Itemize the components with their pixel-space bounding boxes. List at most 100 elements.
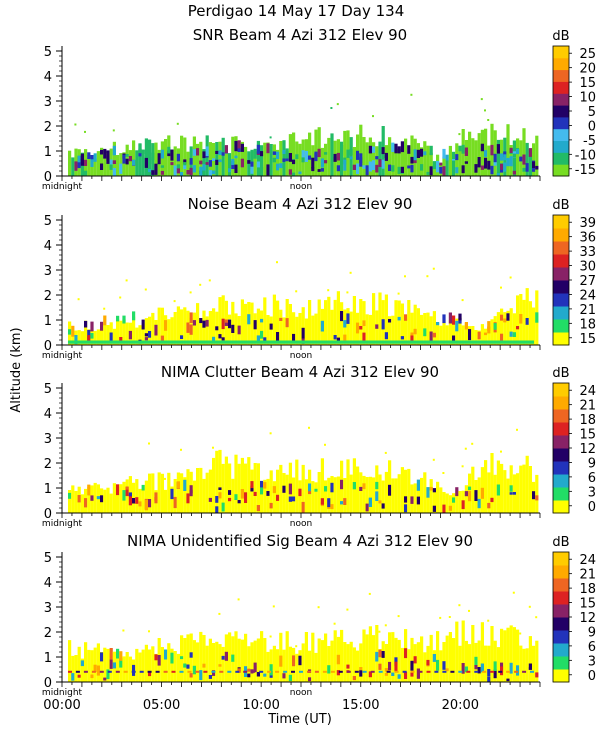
data-cell <box>132 316 136 345</box>
data-cell <box>87 152 91 159</box>
data-cell <box>96 151 100 176</box>
data-cell <box>135 150 139 176</box>
data-cell <box>148 473 152 513</box>
colorbar-swatch <box>553 552 569 566</box>
data-cell <box>292 159 296 165</box>
data-cell <box>164 489 168 513</box>
data-cell <box>314 482 318 513</box>
data-cell <box>71 485 75 513</box>
data-cell <box>183 479 187 491</box>
data-cell <box>400 166 404 173</box>
data-cell <box>100 163 104 170</box>
data-cell <box>327 289 330 292</box>
data-cell <box>442 166 446 176</box>
data-cell <box>237 141 241 176</box>
data-cell <box>410 335 414 344</box>
data-cell <box>506 678 510 682</box>
data-cell <box>426 275 429 278</box>
data-cell <box>362 475 366 513</box>
data-cell <box>292 312 296 345</box>
colorbar-tick-label: 0 <box>588 119 596 134</box>
data-cell <box>413 328 417 335</box>
data-cell <box>224 319 228 323</box>
data-cell <box>292 172 296 176</box>
colorbar-swatch <box>553 228 569 242</box>
data-cell <box>464 147 468 156</box>
data-cell <box>461 325 465 345</box>
data-cell <box>100 147 104 176</box>
data-cell <box>285 474 289 513</box>
data-cell <box>416 143 420 176</box>
data-cell <box>103 489 107 513</box>
data-cell <box>484 157 488 169</box>
data-cell <box>368 626 372 682</box>
data-cell <box>218 297 222 345</box>
data-cell <box>340 311 344 322</box>
data-cell <box>199 467 203 513</box>
data-cell <box>352 296 356 345</box>
data-cell <box>256 335 260 343</box>
data-cell <box>128 150 132 176</box>
data-cell <box>125 322 129 345</box>
data-cell <box>397 146 401 154</box>
data-cell <box>119 651 123 661</box>
data-cell <box>474 330 478 345</box>
data-cell <box>400 647 404 682</box>
data-cell <box>407 300 411 345</box>
data-cell <box>311 157 315 169</box>
data-cell <box>452 320 456 345</box>
data-cell <box>516 629 520 682</box>
y-tick-label: 1 <box>44 482 52 497</box>
colorbar-tick-label: 18 <box>579 413 596 428</box>
data-cell <box>253 150 257 176</box>
data-cell <box>170 652 174 664</box>
colorbar-tick-label: 25 <box>579 47 596 62</box>
data-cell <box>266 651 270 682</box>
data-cell <box>170 317 174 345</box>
data-cell <box>407 145 411 154</box>
colorbar-swatch <box>553 448 569 462</box>
data-cell <box>317 472 321 513</box>
data-cell <box>144 480 148 513</box>
panels: SNR Beam 4 Azi 312 Elev 90012345midnight… <box>42 26 596 713</box>
data-cell <box>500 308 504 345</box>
data-cell <box>372 160 376 170</box>
data-cell <box>362 670 367 673</box>
data-cell <box>477 477 481 513</box>
data-cell <box>482 670 487 673</box>
data-cell <box>487 327 491 345</box>
data-cell <box>90 158 94 176</box>
colorbar-tick-label: 27 <box>579 274 596 289</box>
data-cell <box>100 321 104 331</box>
y-tick-label: 4 <box>44 239 52 254</box>
data-cell <box>343 498 347 505</box>
data-cell <box>256 638 260 682</box>
data-cell <box>301 501 305 513</box>
data-cell <box>131 670 136 673</box>
data-cell <box>442 314 446 324</box>
data-cell <box>202 164 206 171</box>
data-cell <box>464 140 468 176</box>
data-cell <box>500 164 504 170</box>
data-cell <box>276 151 280 159</box>
colorbar-tick-label: 6 <box>588 471 596 486</box>
data-cell <box>532 161 536 168</box>
data-cell <box>365 142 369 176</box>
midnight-label: midnight <box>42 182 83 192</box>
data-cell <box>237 148 241 152</box>
data-cell <box>346 459 350 513</box>
data-cell <box>116 648 120 659</box>
data-cell <box>519 314 523 324</box>
data-cell <box>317 606 320 609</box>
data-cell <box>404 275 406 278</box>
data-cell <box>500 333 504 343</box>
data-cell <box>535 474 539 513</box>
data-cell <box>468 486 472 490</box>
data-cell <box>445 635 449 682</box>
data-cell <box>466 670 471 673</box>
data-cell <box>154 654 158 661</box>
data-cell <box>68 150 72 176</box>
data-cell <box>458 316 462 345</box>
data-cell <box>346 291 349 294</box>
data-cell <box>330 107 333 109</box>
